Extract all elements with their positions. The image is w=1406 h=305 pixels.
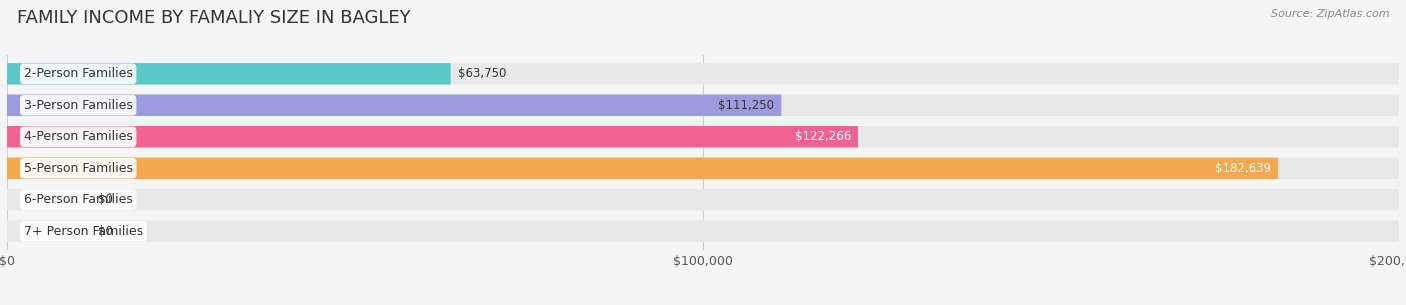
Text: FAMILY INCOME BY FAMALIY SIZE IN BAGLEY: FAMILY INCOME BY FAMALIY SIZE IN BAGLEY — [17, 9, 411, 27]
FancyBboxPatch shape — [7, 126, 858, 147]
FancyBboxPatch shape — [7, 63, 451, 84]
FancyBboxPatch shape — [7, 158, 1278, 179]
FancyBboxPatch shape — [7, 63, 1399, 84]
FancyBboxPatch shape — [7, 95, 782, 116]
FancyBboxPatch shape — [7, 221, 1399, 242]
FancyBboxPatch shape — [7, 189, 1399, 210]
Text: $0: $0 — [97, 225, 112, 238]
Text: 4-Person Families: 4-Person Families — [24, 130, 132, 143]
FancyBboxPatch shape — [7, 126, 1399, 147]
FancyBboxPatch shape — [7, 158, 1399, 179]
Text: 5-Person Families: 5-Person Families — [24, 162, 132, 175]
Text: Source: ZipAtlas.com: Source: ZipAtlas.com — [1271, 9, 1389, 19]
Text: $63,750: $63,750 — [458, 67, 506, 80]
FancyBboxPatch shape — [7, 95, 1399, 116]
Text: 7+ Person Families: 7+ Person Families — [24, 225, 143, 238]
Text: 3-Person Families: 3-Person Families — [24, 99, 132, 112]
Text: 6-Person Families: 6-Person Families — [24, 193, 132, 206]
Text: $182,639: $182,639 — [1215, 162, 1271, 175]
Text: 2-Person Families: 2-Person Families — [24, 67, 132, 80]
Text: $122,266: $122,266 — [794, 130, 851, 143]
Text: $111,250: $111,250 — [718, 99, 775, 112]
Text: $0: $0 — [97, 193, 112, 206]
